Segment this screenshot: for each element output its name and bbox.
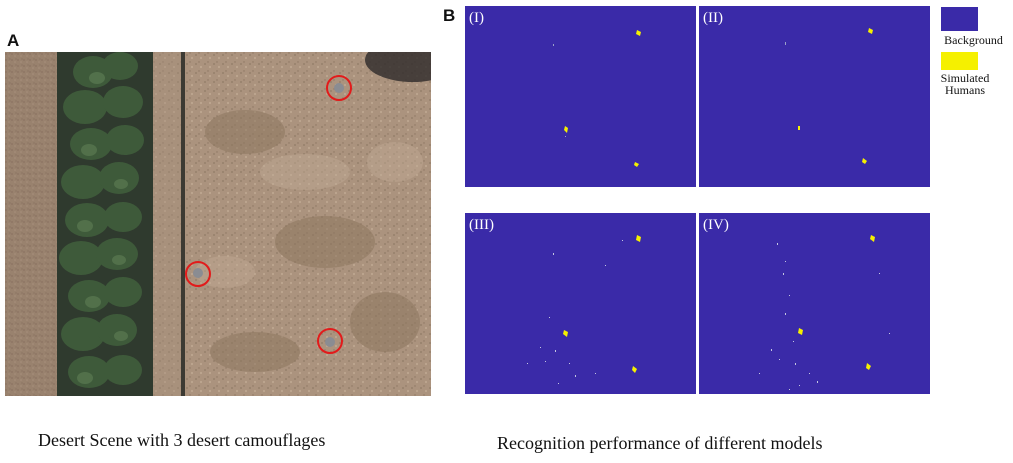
segmentation-map-1: (I) — [465, 6, 696, 187]
camouflage-marker-1 — [326, 75, 352, 101]
segmentation-map-4: (IV) — [699, 213, 930, 394]
camouflage-marker-3 — [317, 328, 343, 354]
legend-label-humans-line2: Humans — [945, 83, 985, 97]
legend-label-humans-line1: Simulated — [940, 71, 990, 85]
map-label-3: (III) — [469, 217, 494, 233]
camouflage-marker-2 — [185, 261, 211, 287]
panel-a-caption: Desert Scene with 3 desert camouflages — [38, 430, 326, 450]
legend-swatch-humans — [941, 52, 978, 70]
legend-label-background: Background — [944, 33, 1003, 47]
segmentation-map-2: (II) — [699, 6, 930, 187]
legend-swatch-background — [941, 7, 978, 31]
segmentation-map-3: (III) — [465, 213, 696, 394]
map-label-1: (I) — [469, 10, 484, 26]
map-label-4: (IV) — [703, 217, 729, 233]
desert-aerial-photo — [5, 52, 431, 396]
panel-b-letter: B — [443, 6, 456, 25]
map-label-2: (II) — [703, 10, 723, 26]
panel-a-letter: A — [7, 31, 20, 50]
panel-b-caption: Recognition performance of different mod… — [497, 433, 823, 453]
